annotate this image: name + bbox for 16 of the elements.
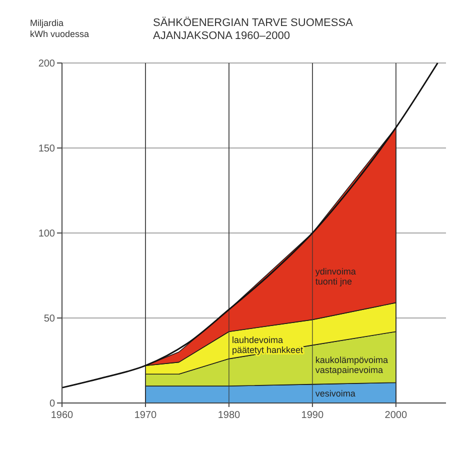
x-tick-label: 1960	[50, 410, 74, 421]
y-tick-label: 100	[38, 228, 56, 240]
x-tick-label: 2000	[384, 410, 408, 421]
y-tick-label: 50	[44, 314, 56, 324]
x-tick-label: 1990	[301, 410, 324, 421]
x-tick-label: 1970	[134, 410, 158, 421]
x-tick-label: 1980	[218, 410, 241, 421]
series-label: vesivoima	[315, 388, 356, 399]
line-series	[61, 62, 438, 388]
series-label: ydinvoima tuonti jne	[315, 266, 356, 286]
y-tick-label: 0	[49, 398, 56, 410]
y-tick-label: 200	[38, 58, 56, 70]
y-axis-title: Miljardia kWh vuodessa	[30, 18, 90, 39]
y-tick-label: 150	[38, 144, 56, 154]
series-label: kaukolämpövoima vastapainevoima	[315, 354, 388, 375]
chart-title: SÄHKÖENERGIAN TARVE SUOMESSA AJANJAKSONA 1960–2000	[153, 16, 354, 42]
